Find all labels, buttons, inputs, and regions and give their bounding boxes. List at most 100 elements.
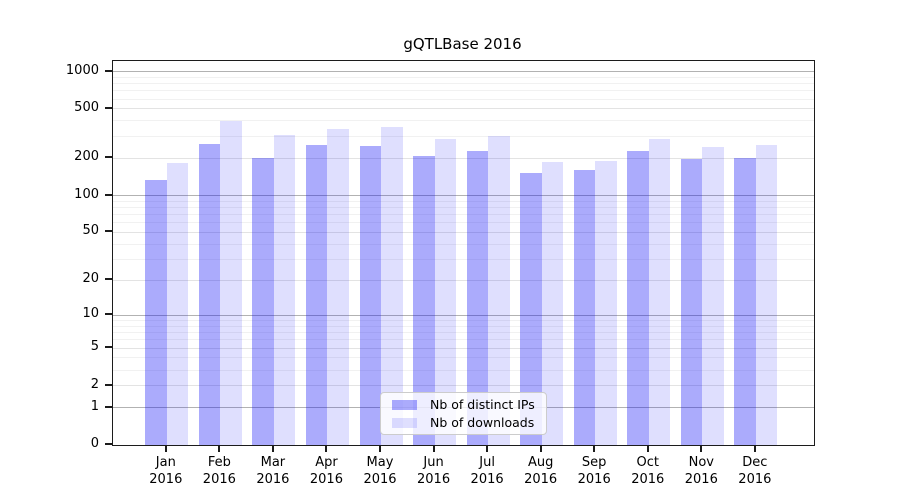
bar-aug-downloads bbox=[541, 162, 564, 445]
x-tick-label: Apr 2016 bbox=[309, 455, 343, 487]
y-tick-label: 2 bbox=[90, 376, 99, 392]
x-tick-mark bbox=[432, 445, 435, 452]
x-tick-mark bbox=[218, 445, 221, 452]
chart-title: gQTLBase 2016 bbox=[403, 35, 522, 53]
bar-mar-downloads bbox=[273, 134, 296, 445]
bar-feb-downloads bbox=[220, 121, 242, 445]
bar-jun-downloads bbox=[434, 139, 457, 445]
y-tick-mark bbox=[105, 405, 112, 408]
x-tick-mark bbox=[325, 445, 328, 452]
gridline-minor bbox=[113, 369, 814, 371]
x-tick-label: Feb 2016 bbox=[202, 455, 236, 487]
y-tick-label: 50 bbox=[82, 223, 99, 239]
y-tick-label: 500 bbox=[74, 99, 99, 115]
x-tick-mark bbox=[700, 445, 703, 452]
gridline-minor bbox=[113, 83, 814, 85]
y-tick-label: 100 bbox=[74, 186, 99, 202]
gridline-minor bbox=[113, 339, 814, 341]
gridline-minor bbox=[113, 243, 814, 245]
gridline-minor bbox=[113, 206, 814, 208]
bar-oct-distinct-ips bbox=[627, 150, 649, 445]
legend-item-downloads: Nb of downloads bbox=[389, 415, 538, 430]
gridline-minor bbox=[113, 258, 814, 260]
y-tick-label: 200 bbox=[74, 149, 99, 165]
gridline-minor bbox=[113, 222, 814, 224]
x-tick-label: Mar 2016 bbox=[256, 455, 290, 487]
gridline-major bbox=[113, 279, 814, 281]
legend-item-distinct-ips: Nb of distinct IPs bbox=[389, 397, 538, 412]
gridline-minor bbox=[113, 120, 814, 122]
legend-label-downloads: Nb of downloads bbox=[430, 415, 535, 430]
x-tick-label: Jun 2016 bbox=[417, 455, 451, 487]
gridline-minor bbox=[113, 325, 814, 327]
x-tick-mark bbox=[646, 445, 649, 452]
legend-swatch-distinct-ips bbox=[392, 399, 417, 410]
gridline-minor bbox=[113, 200, 814, 202]
y-tick-label: 5 bbox=[90, 339, 99, 355]
x-tick-label: Jan 2016 bbox=[149, 455, 183, 487]
y-tick-mark bbox=[105, 383, 112, 386]
y-tick-label: 20 bbox=[82, 271, 99, 287]
bar-jan-downloads bbox=[166, 162, 189, 445]
bar-nov-distinct-ips bbox=[680, 159, 703, 445]
x-tick-label: Sep 2016 bbox=[577, 455, 611, 487]
x-tick-label: Nov 2016 bbox=[684, 455, 718, 487]
y-tick-mark bbox=[105, 313, 112, 316]
y-tick-mark bbox=[105, 193, 112, 196]
y-tick-mark bbox=[105, 346, 112, 349]
bar-sep-distinct-ips bbox=[573, 169, 596, 445]
bar-jun-distinct-ips bbox=[413, 155, 435, 445]
bar-jul-distinct-ips bbox=[466, 150, 489, 445]
gridline-minor bbox=[113, 320, 814, 322]
bar-mar-distinct-ips bbox=[252, 157, 274, 445]
bar-jan-distinct-ips bbox=[145, 180, 167, 445]
y-tick-mark bbox=[105, 278, 112, 281]
gridline-major bbox=[113, 231, 814, 233]
x-tick-mark bbox=[539, 445, 542, 452]
gridline-minor bbox=[113, 90, 814, 92]
bar-nov-downloads bbox=[702, 147, 724, 445]
bar-apr-downloads bbox=[327, 128, 349, 445]
bar-feb-distinct-ips bbox=[198, 143, 221, 445]
gridline-minor bbox=[113, 98, 814, 100]
bar-dec-downloads bbox=[755, 145, 778, 445]
x-tick-label: May 2016 bbox=[363, 455, 397, 487]
bar-dec-distinct-ips bbox=[734, 157, 756, 445]
x-tick-label: Dec 2016 bbox=[738, 455, 772, 487]
legend-swatch-downloads bbox=[392, 417, 417, 428]
x-tick-label: Oct 2016 bbox=[631, 455, 665, 487]
gridline-major bbox=[113, 347, 814, 349]
x-tick-mark bbox=[486, 445, 489, 452]
x-tick-label: Aug 2016 bbox=[524, 455, 558, 487]
legend-label-distinct-ips: Nb of distinct IPs bbox=[430, 397, 535, 412]
x-tick-mark bbox=[593, 445, 596, 452]
x-tick-mark bbox=[753, 445, 756, 452]
legend: Nb of distinct IPs Nb of downloads bbox=[380, 392, 547, 435]
y-tick-mark bbox=[105, 156, 112, 159]
gridline-decade bbox=[113, 195, 814, 196]
bar-apr-distinct-ips bbox=[305, 145, 328, 445]
y-tick-mark bbox=[105, 106, 112, 109]
bar-jul-downloads bbox=[488, 135, 510, 445]
gridline-major bbox=[113, 108, 814, 110]
y-tick-label: 0 bbox=[90, 436, 99, 451]
gridline-decade bbox=[113, 314, 814, 316]
x-tick-mark bbox=[164, 445, 167, 452]
plot-area bbox=[112, 60, 815, 446]
gridline-minor bbox=[113, 357, 814, 359]
gridline-minor bbox=[113, 214, 814, 216]
y-tick-label: 10 bbox=[82, 306, 99, 322]
y-tick-label: 1 bbox=[90, 398, 99, 414]
gridline-minor bbox=[113, 332, 814, 334]
bar-may-downloads bbox=[381, 126, 403, 445]
gridline-minor bbox=[113, 76, 814, 78]
x-tick-label: Jul 2016 bbox=[470, 455, 504, 487]
bar-sep-downloads bbox=[595, 161, 617, 445]
x-tick-mark bbox=[379, 445, 381, 452]
y-tick-mark bbox=[105, 69, 112, 72]
x-tick-mark bbox=[271, 445, 274, 452]
bar-oct-downloads bbox=[648, 138, 671, 445]
gridline-major bbox=[113, 385, 814, 387]
gridline-decade bbox=[113, 71, 814, 73]
